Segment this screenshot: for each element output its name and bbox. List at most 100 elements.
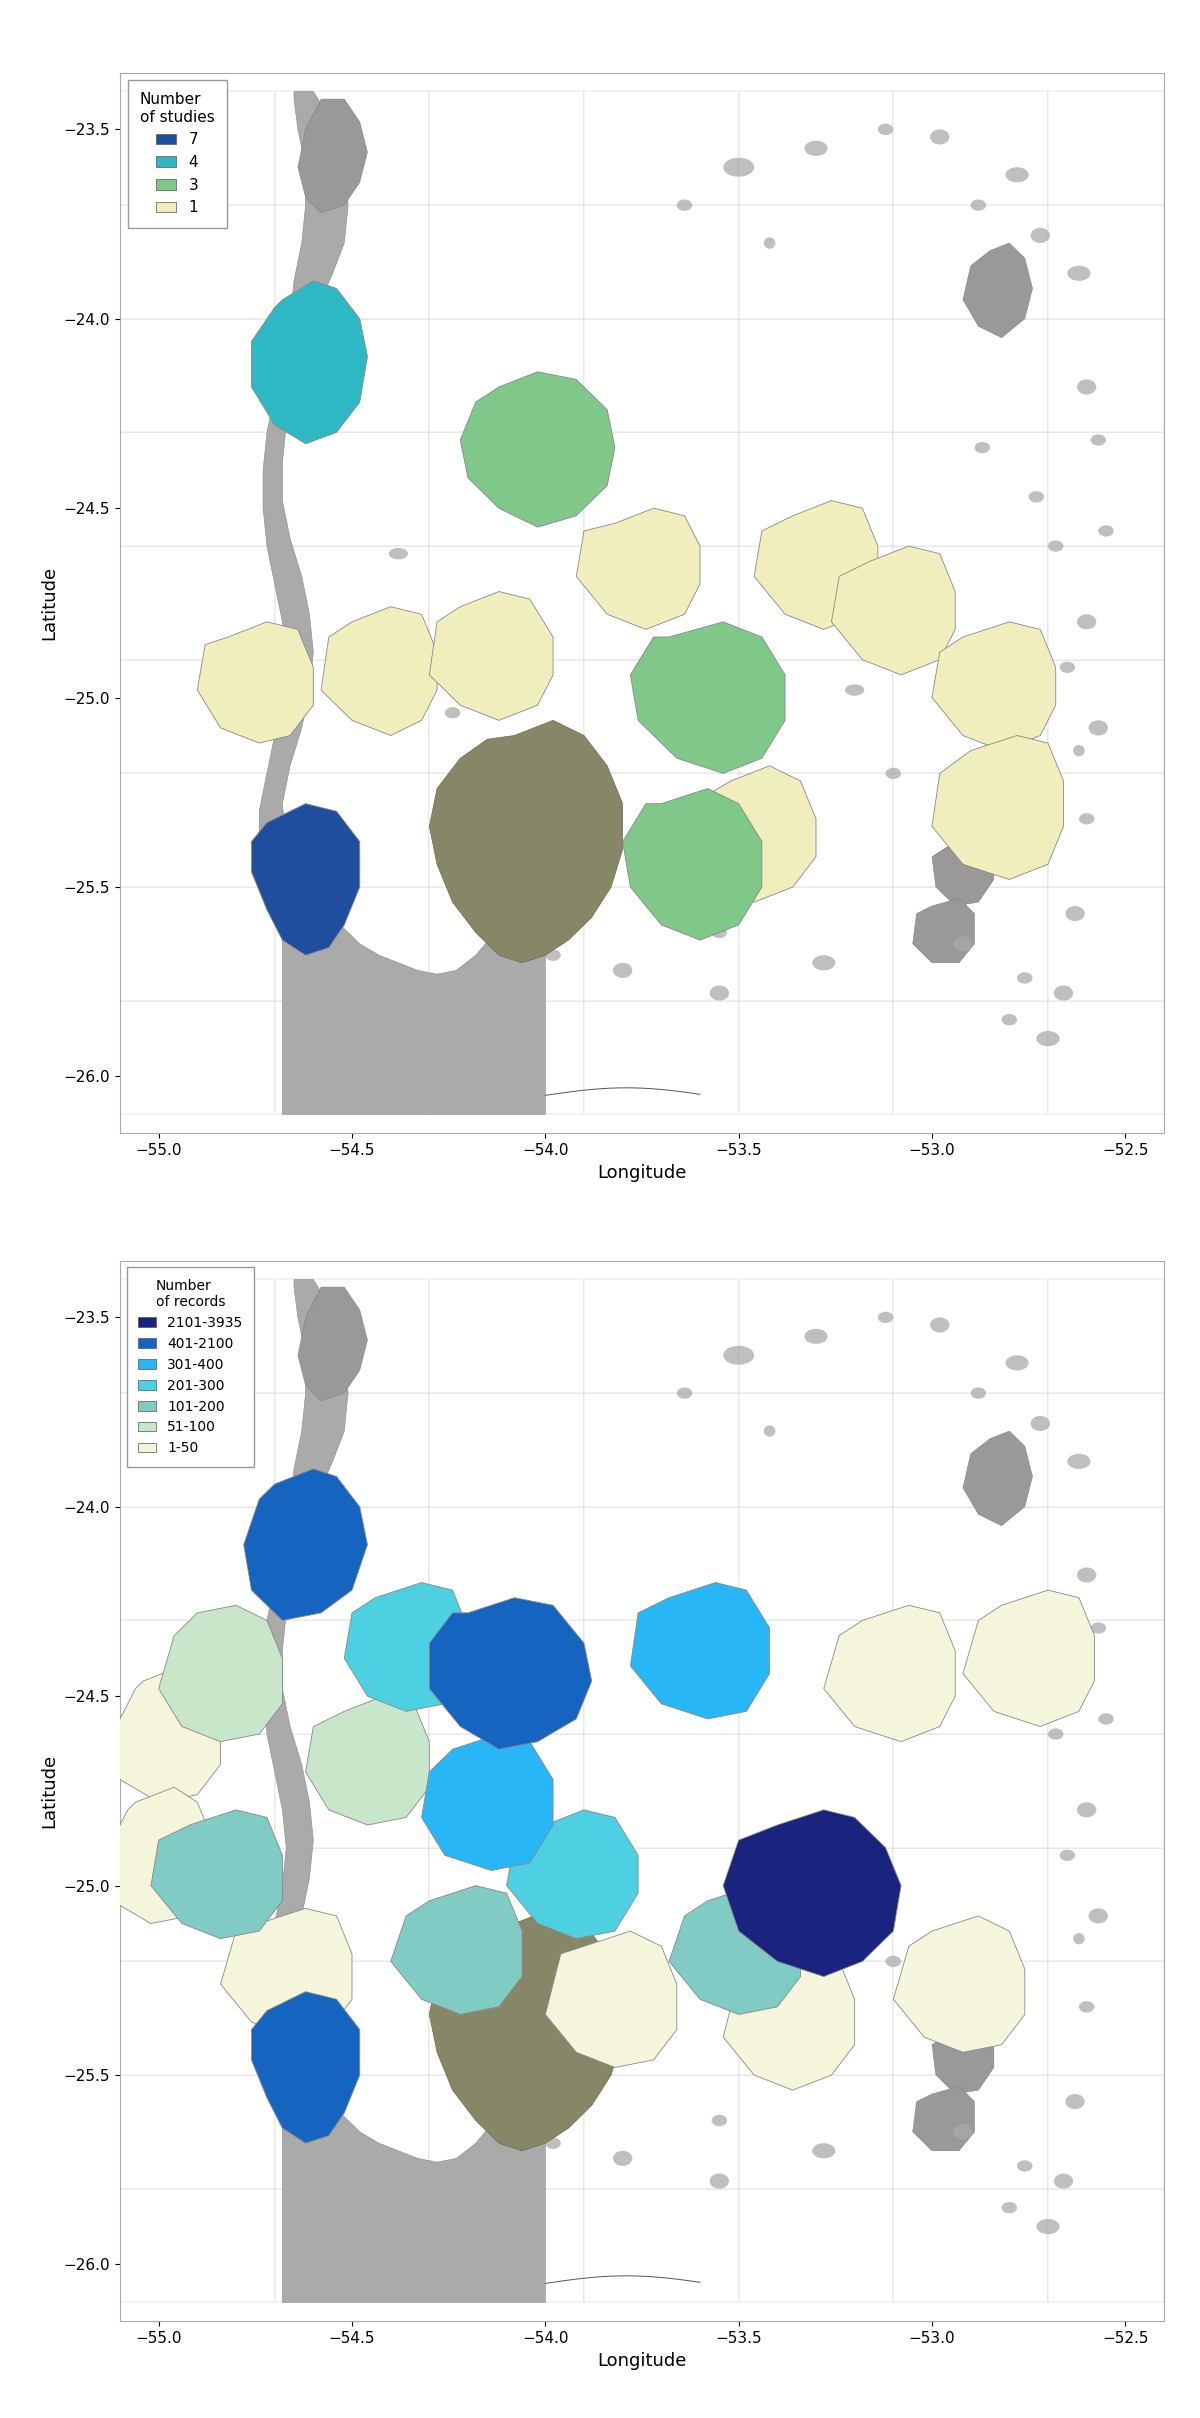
Ellipse shape [1037, 2220, 1060, 2234]
Ellipse shape [1076, 614, 1097, 629]
Polygon shape [1048, 887, 1164, 1001]
Ellipse shape [1067, 266, 1091, 280]
Ellipse shape [1018, 2159, 1032, 2171]
Polygon shape [893, 92, 1048, 206]
Polygon shape [252, 803, 360, 955]
Ellipse shape [545, 950, 560, 960]
Ellipse shape [1037, 1030, 1060, 1047]
Ellipse shape [1067, 1453, 1091, 1468]
Polygon shape [430, 1598, 592, 1748]
Ellipse shape [724, 1347, 754, 1364]
Ellipse shape [812, 2142, 835, 2159]
Ellipse shape [1054, 987, 1073, 1001]
Polygon shape [893, 2075, 1048, 2188]
Polygon shape [259, 1279, 545, 2302]
Polygon shape [932, 735, 1063, 880]
Ellipse shape [1006, 1354, 1028, 1371]
X-axis label: Longitude: Longitude [598, 1163, 686, 1182]
Polygon shape [584, 774, 739, 887]
Ellipse shape [1098, 1714, 1114, 1724]
Ellipse shape [1060, 663, 1075, 672]
Polygon shape [584, 1001, 739, 1115]
Polygon shape [430, 887, 584, 1001]
Polygon shape [739, 1734, 893, 1847]
Ellipse shape [804, 140, 828, 155]
Polygon shape [275, 1279, 430, 1393]
Polygon shape [430, 774, 584, 887]
Ellipse shape [886, 767, 901, 779]
Ellipse shape [971, 1388, 986, 1400]
Polygon shape [430, 592, 553, 721]
Polygon shape [893, 1915, 1025, 2053]
Polygon shape [584, 2075, 739, 2188]
Ellipse shape [886, 1956, 901, 1968]
Polygon shape [120, 206, 275, 319]
Ellipse shape [1028, 491, 1044, 503]
Polygon shape [430, 721, 623, 962]
Ellipse shape [545, 2138, 560, 2150]
Y-axis label: Latitude: Latitude [40, 1753, 58, 1828]
Polygon shape [275, 1734, 430, 1847]
Ellipse shape [445, 706, 461, 718]
Polygon shape [120, 774, 275, 887]
Polygon shape [893, 887, 1048, 1001]
Polygon shape [275, 319, 430, 433]
Polygon shape [430, 433, 584, 546]
Polygon shape [275, 1620, 430, 1734]
Polygon shape [275, 92, 430, 206]
Polygon shape [275, 1393, 430, 1506]
Polygon shape [430, 319, 584, 433]
Ellipse shape [1031, 227, 1050, 244]
Polygon shape [630, 1581, 769, 1719]
Legend: 7, 4, 3, 1: 7, 4, 3, 1 [127, 80, 227, 227]
Polygon shape [584, 2188, 739, 2302]
Ellipse shape [677, 1388, 692, 1400]
Polygon shape [430, 2188, 584, 2302]
Ellipse shape [1091, 435, 1106, 445]
Polygon shape [120, 2075, 275, 2188]
Legend: 2101-3935, 401-2100, 301-400, 201-300, 101-200, 51-100, 1-50: 2101-3935, 401-2100, 301-400, 201-300, 1… [127, 1267, 253, 1468]
Polygon shape [259, 92, 545, 1115]
Polygon shape [275, 887, 430, 1001]
Polygon shape [120, 1393, 275, 1506]
Ellipse shape [1088, 721, 1108, 735]
Ellipse shape [1079, 812, 1094, 825]
Ellipse shape [613, 2150, 632, 2167]
Ellipse shape [1060, 1850, 1075, 1862]
Ellipse shape [1066, 2094, 1085, 2108]
Polygon shape [120, 546, 275, 660]
Polygon shape [1048, 1847, 1164, 1961]
Polygon shape [391, 1886, 522, 2014]
Polygon shape [120, 660, 275, 774]
Polygon shape [430, 1506, 584, 1620]
Polygon shape [120, 1279, 275, 1393]
Polygon shape [739, 2075, 893, 2188]
Ellipse shape [1002, 1013, 1018, 1025]
Polygon shape [275, 2075, 430, 2188]
Polygon shape [584, 1506, 739, 1620]
Polygon shape [893, 1961, 1048, 2075]
Polygon shape [584, 1620, 739, 1734]
Ellipse shape [1076, 380, 1097, 394]
Polygon shape [1048, 1734, 1164, 1847]
Polygon shape [630, 621, 785, 774]
Polygon shape [120, 319, 275, 433]
Polygon shape [893, 1620, 1048, 1734]
Polygon shape [430, 1847, 584, 1961]
Polygon shape [120, 1001, 275, 1115]
Polygon shape [275, 546, 430, 660]
Polygon shape [298, 1286, 367, 1400]
Polygon shape [430, 1961, 584, 2075]
Polygon shape [1048, 1393, 1164, 1506]
Polygon shape [584, 660, 739, 774]
Polygon shape [430, 92, 584, 206]
Polygon shape [545, 1932, 677, 2067]
Polygon shape [1048, 206, 1164, 319]
Polygon shape [932, 621, 1056, 750]
Polygon shape [576, 508, 700, 629]
Polygon shape [584, 1847, 739, 1961]
Polygon shape [739, 1393, 893, 1506]
Polygon shape [739, 2188, 893, 2302]
Polygon shape [430, 1908, 623, 2150]
Polygon shape [739, 1001, 893, 1115]
